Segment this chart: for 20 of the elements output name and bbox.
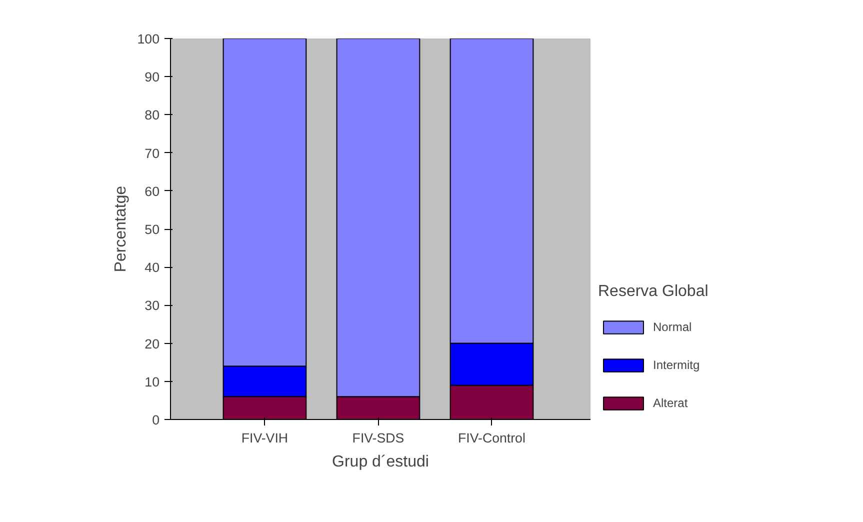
y-tick-label: 50 [144,222,160,237]
y-tick-label: 100 [137,32,160,46]
y-tick-label: 10 [144,374,160,390]
y-tick-label: 20 [144,336,160,352]
y-tick-label: 80 [144,108,160,123]
y-axis-title: Percentatge [112,186,130,272]
y-tick-label: 40 [144,260,160,276]
y-tick-label: 30 [144,298,160,314]
x-tick-label: FIV-SDS [352,430,404,446]
legend-label: Alterat [653,396,688,410]
legend-title: Reserva Global [598,283,708,301]
y-tick-label: 70 [144,146,160,161]
x-tick-label: FIV-Control [458,430,526,446]
y-tick-label: 0 [152,412,160,428]
x-axis-title: Grup d´estudi [332,454,429,470]
y-tick-label: 90 [144,70,160,85]
legend-label: Normal [653,320,692,334]
y-tick-label: 60 [144,184,160,199]
legend-label: Intermitg [653,358,700,372]
x-tick-label: FIV-VIH [241,430,288,446]
